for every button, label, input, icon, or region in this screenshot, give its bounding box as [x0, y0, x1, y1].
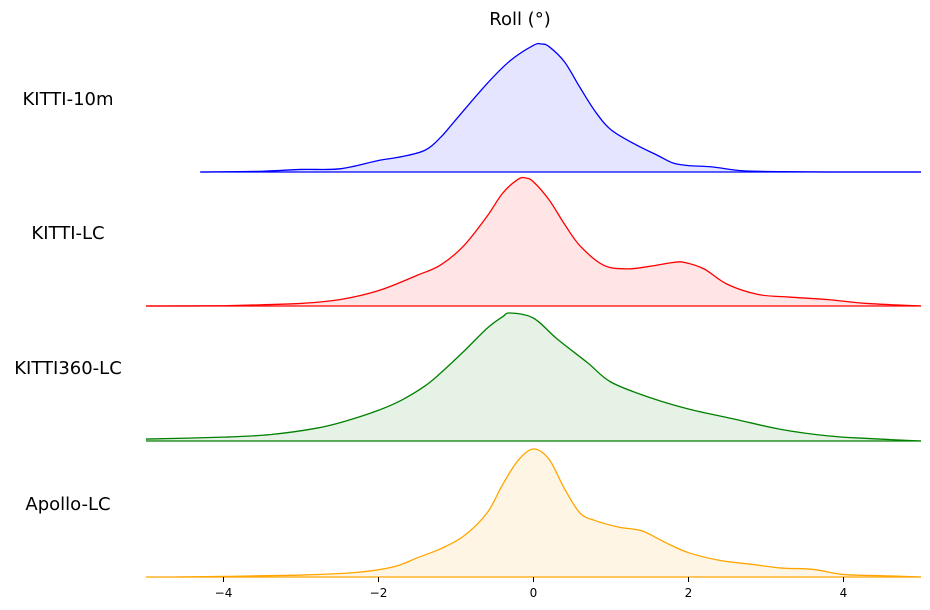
ridge-label-1: KITTI-LC: [31, 223, 104, 244]
ridge-label-0: KITTI-10m: [22, 89, 113, 110]
ridge-2: KITTI360-LC: [14, 312, 922, 442]
x-tick-label-0: −4: [215, 586, 233, 600]
ridge-label-2: KITTI360-LC: [14, 358, 122, 379]
ridges-group: KITTI-10m KITTI-LC KITTI360-LC Apollo-LC: [14, 42, 922, 578]
ridge-line-2: [145, 312, 922, 442]
x-tick-label-2: 0: [530, 586, 538, 600]
ridge-3: Apollo-LC: [25, 448, 922, 578]
x-axis: −4 −2 0 2 4: [215, 577, 848, 600]
ridge-0: KITTI-10m: [22, 42, 921, 173]
ridge-1: KITTI-LC: [31, 176, 922, 307]
x-tick-label-1: −2: [370, 586, 388, 600]
ridge-fill-2: [146, 312, 921, 441]
chart-title: Roll (°): [489, 9, 550, 30]
ridge-fill-3: [177, 448, 921, 577]
ridge-label-3: Apollo-LC: [25, 494, 110, 515]
ridge-fill-1: [146, 177, 921, 306]
ridge-fill-0: [200, 43, 921, 173]
ridge-line-1: [145, 176, 922, 307]
ridge-line-3: [176, 448, 922, 578]
ridge-line-0: [200, 42, 921, 173]
x-tick-label-3: 2: [685, 586, 693, 600]
x-tick-label-4: 4: [840, 586, 848, 600]
